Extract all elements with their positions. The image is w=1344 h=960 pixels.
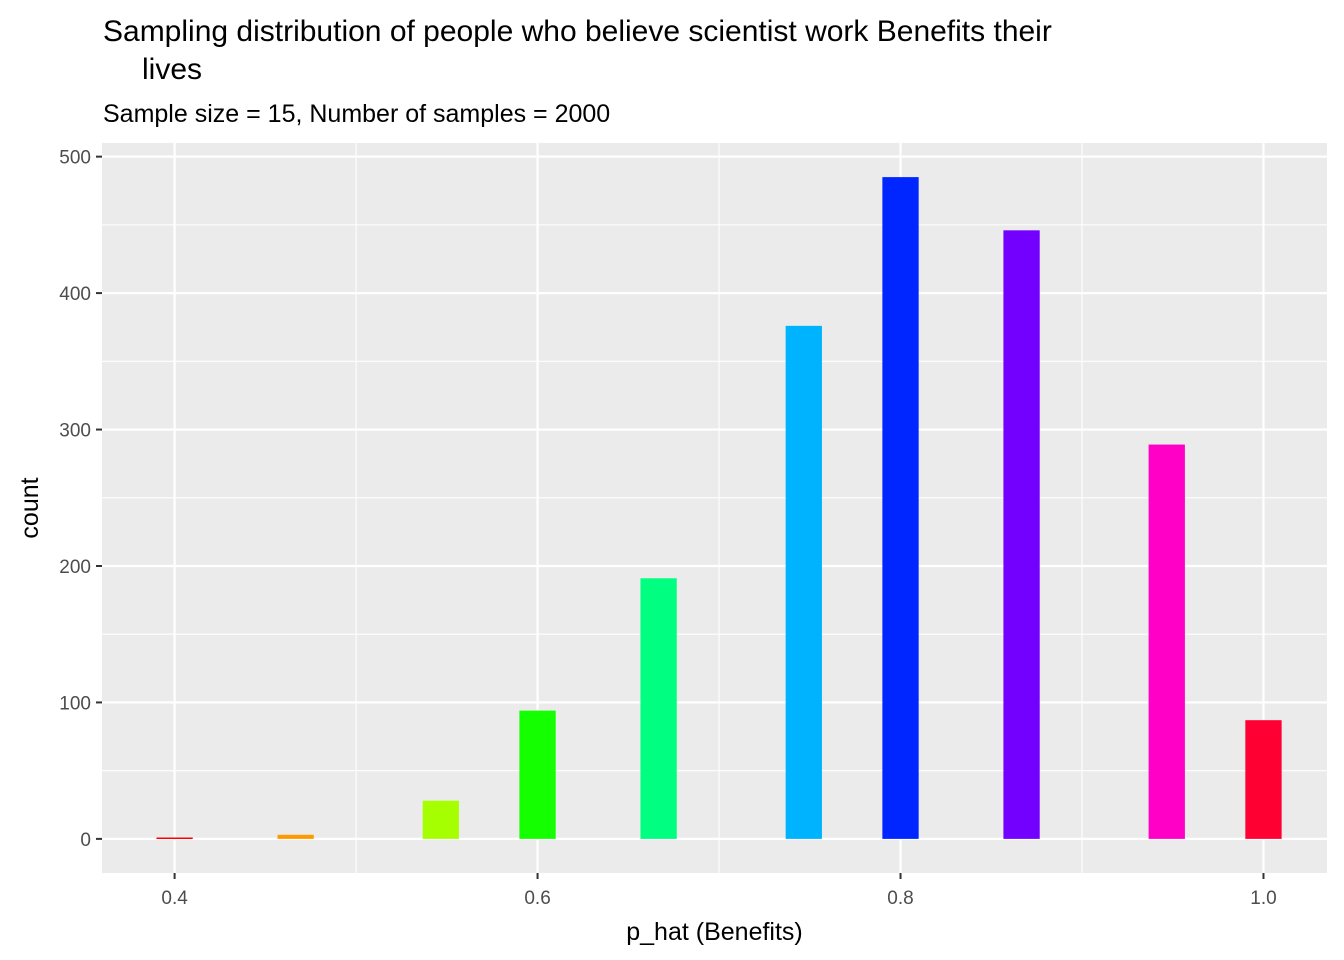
- y-tick-label: 100: [59, 693, 91, 714]
- x-tick-label: 1.0: [1250, 888, 1276, 909]
- x-tick-label: 0.8: [887, 888, 913, 909]
- bar: [422, 800, 459, 839]
- bars: [156, 177, 1282, 840]
- bar: [156, 837, 193, 840]
- bar: [519, 710, 556, 839]
- y-tick-label: 500: [59, 148, 91, 169]
- y-tick-label: 200: [59, 557, 91, 578]
- bar: [1245, 720, 1282, 839]
- plot-panel: [102, 143, 1327, 873]
- x-axis-ticks: 0.4 0.6 0.8 1.0: [161, 873, 1277, 909]
- chart-subtitle: Sample size = 15, Number of samples = 20…: [103, 100, 610, 128]
- bar: [1003, 230, 1040, 839]
- x-tick-label: 0.4: [161, 888, 188, 909]
- chart-title-line-1: Sampling distribution of people who beli…: [103, 15, 1052, 48]
- bar: [785, 325, 822, 839]
- bar: [277, 834, 314, 839]
- y-tick-label: 400: [59, 284, 91, 305]
- y-axis-label: count: [16, 477, 44, 538]
- y-tick-label: 0: [80, 830, 91, 851]
- y-tick-label: 300: [59, 421, 91, 442]
- chart-title-line-2: lives: [142, 53, 202, 86]
- bar: [882, 177, 919, 839]
- bar: [1148, 444, 1185, 839]
- x-tick-label: 0.6: [524, 888, 550, 909]
- y-axis-ticks: 0 100 200 300 400 500: [59, 148, 102, 851]
- x-axis-label: p_hat (Benefits): [626, 918, 803, 946]
- bar: [640, 578, 677, 839]
